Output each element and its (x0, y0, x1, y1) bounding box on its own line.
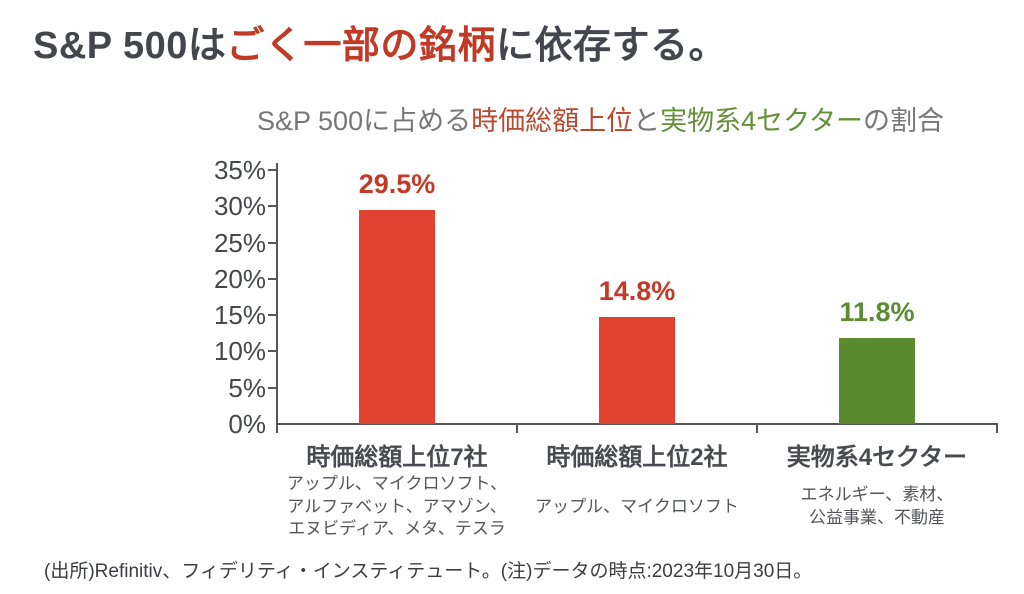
bar-value-label: 29.5% (358, 168, 436, 199)
x-axis-tick (276, 423, 278, 433)
y-axis-label: 15% (213, 300, 266, 331)
y-axis-label: 5% (228, 372, 266, 403)
x-axis-tick (756, 423, 758, 433)
y-axis-label: 10% (213, 336, 266, 367)
y-axis-tick (268, 277, 277, 280)
y-axis-tick (268, 350, 277, 353)
y-axis-tick (268, 386, 277, 389)
y-axis (276, 163, 278, 426)
bar (839, 338, 915, 424)
category-sublabel: アップル、マイクロソフト (535, 496, 739, 516)
y-axis-label: 30% (213, 191, 266, 222)
subtitle-part-1: S&P 500に占める (257, 106, 472, 136)
page-title: S&P 500はごく一部の銘柄に依存する。 (33, 14, 727, 69)
y-axis-label: 25% (213, 227, 266, 258)
subtitle-part-3: の割合 (863, 106, 945, 136)
category-sublabel: アップル、マイクロソフト、 アルファベット、アマゾン、 エヌビディア、メタ、テス… (286, 473, 508, 539)
x-axis-tick (996, 423, 998, 433)
subtitle-highlight-green: 実物系4セクター (660, 106, 864, 136)
category-sublabel: エネルギー、素材、 公益事業、不動産 (800, 485, 954, 527)
bar-value-label: 11.8% (839, 297, 915, 328)
y-axis-label: 35% (213, 155, 266, 185)
subtitle-highlight-red: 時価総額上位 (471, 106, 634, 136)
y-axis-label: 20% (213, 263, 266, 294)
chart-subtitle: S&P 500に占める時価総額上位と実物系4セクターの割合 (257, 99, 944, 138)
y-axis-tick (268, 169, 277, 171)
y-axis-tick (268, 314, 277, 317)
bar (599, 316, 675, 424)
title-part-1: S&P 500は (33, 25, 227, 67)
bar (359, 209, 435, 424)
x-axis (276, 423, 998, 425)
source-note: (出所)Refinitiv、フィデリティ・インスティテュート。(注)データの時点… (44, 561, 813, 582)
y-axis-tick (268, 205, 277, 208)
y-axis-label: 0% (228, 409, 266, 439)
bar-value-label: 14.8% (598, 275, 676, 306)
title-part-2: に依存する。 (495, 25, 727, 67)
title-highlight-red: ごく一部の銘柄 (226, 25, 496, 67)
x-axis-tick (516, 423, 518, 433)
category-label: 時価総額上位2社 (546, 444, 728, 471)
category-label: 実物系4セクター (786, 444, 968, 471)
category-label: 時価総額上位7社 (306, 444, 488, 471)
subtitle-part-2: と (633, 106, 661, 136)
y-axis-tick (268, 241, 277, 244)
